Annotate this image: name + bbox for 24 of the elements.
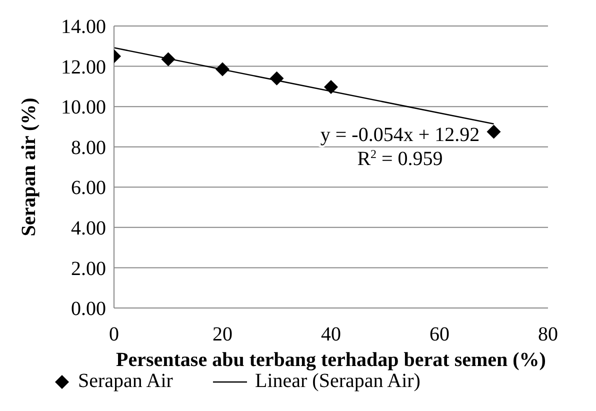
point xyxy=(270,71,284,86)
y-tick-label: 0.00 xyxy=(71,298,106,320)
x-axis-title: Persentase abu terbang terhadap berat semen (%) xyxy=(116,349,546,371)
point xyxy=(486,124,501,139)
legend-label: Linear (Serapan Air) xyxy=(254,370,420,393)
annotation: y = -0.054x + 12.92 xyxy=(320,124,480,146)
y-tick-label: 6.00 xyxy=(71,177,106,200)
x-tick-label: 0 xyxy=(109,324,119,346)
y-tick-label: 14.00 xyxy=(61,16,106,38)
x-tick-label: 20 xyxy=(212,324,232,346)
point xyxy=(216,62,230,76)
x-tick-label: 40 xyxy=(321,324,341,346)
y-tick-label: 8.00 xyxy=(71,136,106,159)
y-axis-title: Serapan air (%) xyxy=(18,98,40,236)
point xyxy=(161,52,176,66)
x-tick-label: 80 xyxy=(538,324,558,346)
y-tick-label: 4.00 xyxy=(71,218,106,240)
annotation: R$^{2}$ = 0.959 xyxy=(357,147,443,170)
x-tick-label: 60 xyxy=(430,324,450,346)
y-tick-label: 2.00 xyxy=(71,258,106,280)
legend-label: Serapan Air xyxy=(78,370,173,393)
point xyxy=(324,80,338,94)
y-tick-label: 10.00 xyxy=(61,96,106,119)
y-tick-label: 12.00 xyxy=(61,56,106,78)
